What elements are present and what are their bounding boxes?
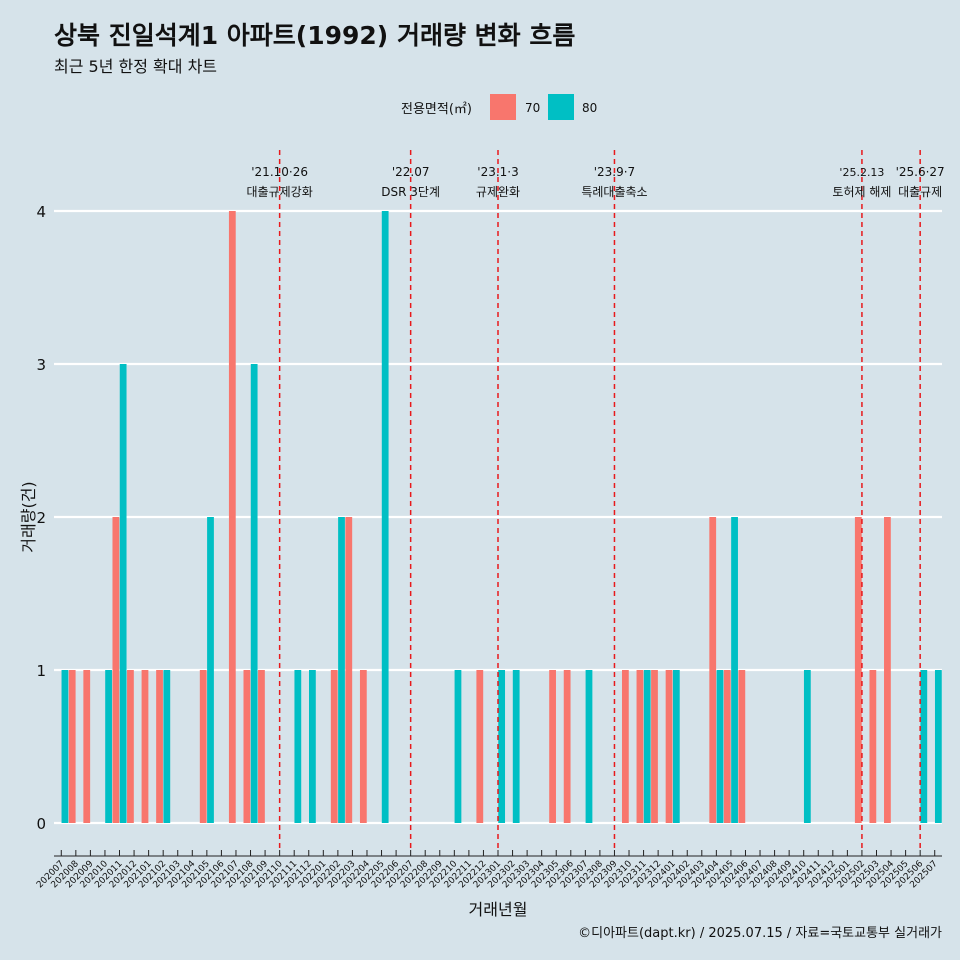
bar-80-202311 <box>643 670 651 823</box>
bar-70-202101 <box>141 670 149 823</box>
bar-70-202105 <box>199 670 207 823</box>
bar-80-202210 <box>454 670 462 823</box>
bar-70-202202 <box>330 670 338 823</box>
bar-80-202011 <box>119 364 127 823</box>
bar-80-202506 <box>920 670 928 823</box>
legend-label-80: 80 <box>582 101 597 115</box>
bar-70-202009 <box>83 670 91 823</box>
bar-70-202108 <box>243 670 251 823</box>
y-tick-label: 1 <box>36 662 46 680</box>
bar-70-202406 <box>738 670 746 823</box>
bar-70-202212 <box>476 670 484 823</box>
event-date-202502: '25.2.13 <box>839 166 884 179</box>
bar-70-202107 <box>228 211 236 823</box>
legend: 전용면적(㎡) 70 80 <box>401 94 597 120</box>
bar-80-202404 <box>716 670 724 823</box>
y-tick-label: 2 <box>36 509 46 527</box>
bar-70-202502 <box>854 517 862 823</box>
y-axis: 0 1 2 3 4 <box>36 203 46 833</box>
legend-label-70: 70 <box>525 101 540 115</box>
event-markers: '21.10·26 대출규제강화 '22.07 DSR 3단계 '23.1·3 규제완화 '… <box>247 150 945 848</box>
bar-70-202306 <box>563 670 571 823</box>
y-axis-title: 거래량(건) <box>19 481 38 552</box>
bar-80-202202 <box>338 517 345 823</box>
chart-title: 상북 진일석계1 아파트(1992) 거래량 변화 흐름 <box>54 21 576 50</box>
bar-70-202203 <box>345 517 353 823</box>
bar-70-202401 <box>665 670 673 823</box>
bar-80-202105 <box>207 517 214 823</box>
bar-70-202312 <box>651 670 658 823</box>
event-label-202502: 토허제 해제 <box>832 185 891 199</box>
legend-title: 전용면적(㎡) <box>401 102 472 117</box>
bar-80-202112 <box>309 670 316 823</box>
y-tick-label: 3 <box>36 356 46 374</box>
bar-70-202012 <box>127 670 134 823</box>
event-date-202301: '23.1·3 <box>477 165 518 179</box>
bar-80-202410 <box>803 670 811 823</box>
bar-70-202310 <box>621 670 629 823</box>
y-tick-label: 0 <box>36 815 46 833</box>
y-tick-label: 4 <box>36 203 46 221</box>
bar-80-202401 <box>672 670 680 823</box>
bar-70-202102 <box>156 670 163 823</box>
event-date-202506: '25.6·27 <box>896 165 945 179</box>
bar-80-202405 <box>731 517 738 823</box>
bar-70-202311 <box>636 670 644 823</box>
bar-80-202111 <box>294 670 302 823</box>
event-label-202309: 특례대출축소 <box>581 185 647 199</box>
event-date-202110: '21.10·26 <box>251 165 308 179</box>
bar-80-202007 <box>61 670 69 823</box>
bar-70-202008 <box>68 670 76 823</box>
bar-80-202010 <box>105 670 112 823</box>
event-label-202110: 대출규제강화 <box>247 185 313 199</box>
bar-70-202404 <box>709 517 717 823</box>
bar-70-202504 <box>884 517 891 823</box>
event-date-202309: '23.9·7 <box>594 165 635 179</box>
bar-70-202503 <box>869 670 877 823</box>
event-date-202207: '22.07 <box>392 165 430 179</box>
source-caption: ©디아파트(dapt.kr) / 2025.07.15 / 자료=국토교통부 실… <box>578 926 942 941</box>
x-axis-title: 거래년월 <box>469 900 528 919</box>
chart-subtitle: 최근 5년 한정 확대 차트 <box>54 57 218 76</box>
x-axis: 2020072020082020092020102020112020122021… <box>35 850 942 890</box>
bar-80-202102 <box>163 670 171 823</box>
bar-80-202507 <box>934 670 942 823</box>
bar-80-202302 <box>512 670 520 823</box>
legend-swatch-70 <box>490 94 516 120</box>
bar-80-202205 <box>381 211 389 823</box>
bar-70-202405 <box>723 670 731 823</box>
event-label-202506: 대출규제 <box>898 185 942 199</box>
event-label-202301: 규제완화 <box>476 185 520 199</box>
bar-70-202204 <box>359 670 367 823</box>
bar-70-202305 <box>549 670 556 823</box>
bar-80-202307 <box>585 670 593 823</box>
bar-80-202108 <box>250 364 258 823</box>
bar-70-202011 <box>112 517 120 823</box>
bar-80-202301 <box>498 670 506 823</box>
event-label-202207: DSR 3단계 <box>381 185 440 199</box>
bars <box>61 211 942 823</box>
bar-70-202109 <box>258 670 265 823</box>
legend-swatch-80 <box>548 94 574 120</box>
